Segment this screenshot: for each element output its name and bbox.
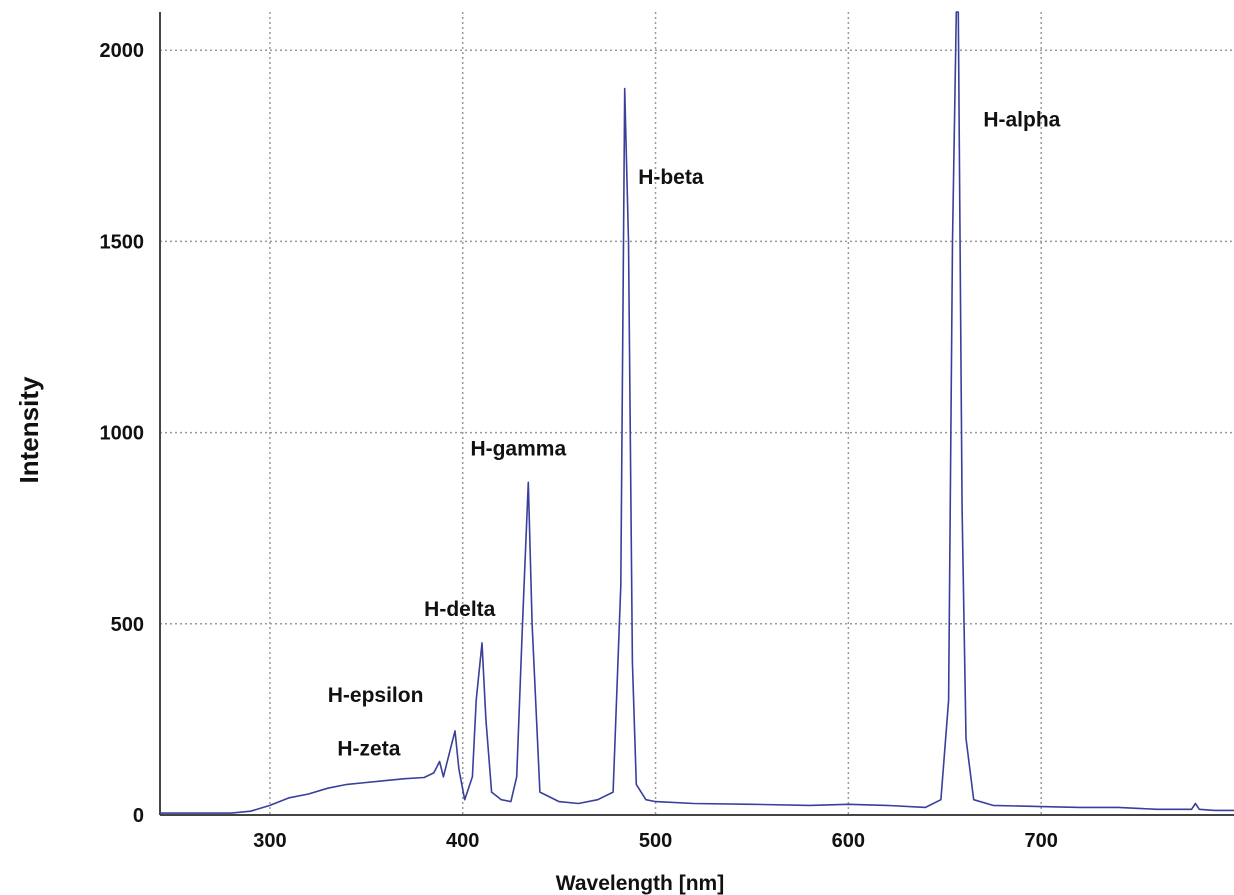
peak-label: H-zeta: [337, 738, 400, 761]
x-tick-label: 700: [1024, 830, 1057, 852]
axes: [159, 12, 1234, 816]
tick-labels: 300 400 500 600 700 0 500 1000 1500 2000: [100, 40, 1058, 852]
peak-label: H-gamma: [470, 438, 566, 461]
peak-label: H-alpha: [983, 109, 1060, 132]
y-tick-label: 2000: [100, 40, 145, 62]
x-axis-title: Wavelength [nm]: [556, 872, 724, 895]
grid: [160, 12, 1234, 815]
peak-label: H-beta: [638, 166, 704, 189]
x-tick-label: 500: [639, 830, 672, 852]
y-axis-title: Intensity: [14, 376, 44, 483]
x-tick-label: 400: [446, 830, 479, 852]
peak-label: H-epsilon: [328, 684, 424, 707]
x-tick-label: 300: [253, 830, 286, 852]
x-tick-label: 600: [832, 830, 865, 852]
y-tick-label: 1000: [100, 423, 145, 445]
y-tick-label: 500: [111, 614, 144, 636]
annotations: H-alpha H-beta H-gamma H-delta H-epsilon H-ze…: [328, 109, 1061, 761]
spectrum-line: [160, 11, 1234, 814]
y-tick-label: 0: [133, 805, 144, 827]
y-tick-label: 1500: [100, 231, 145, 253]
peak-label: H-delta: [424, 598, 495, 621]
series: [160, 11, 1234, 814]
